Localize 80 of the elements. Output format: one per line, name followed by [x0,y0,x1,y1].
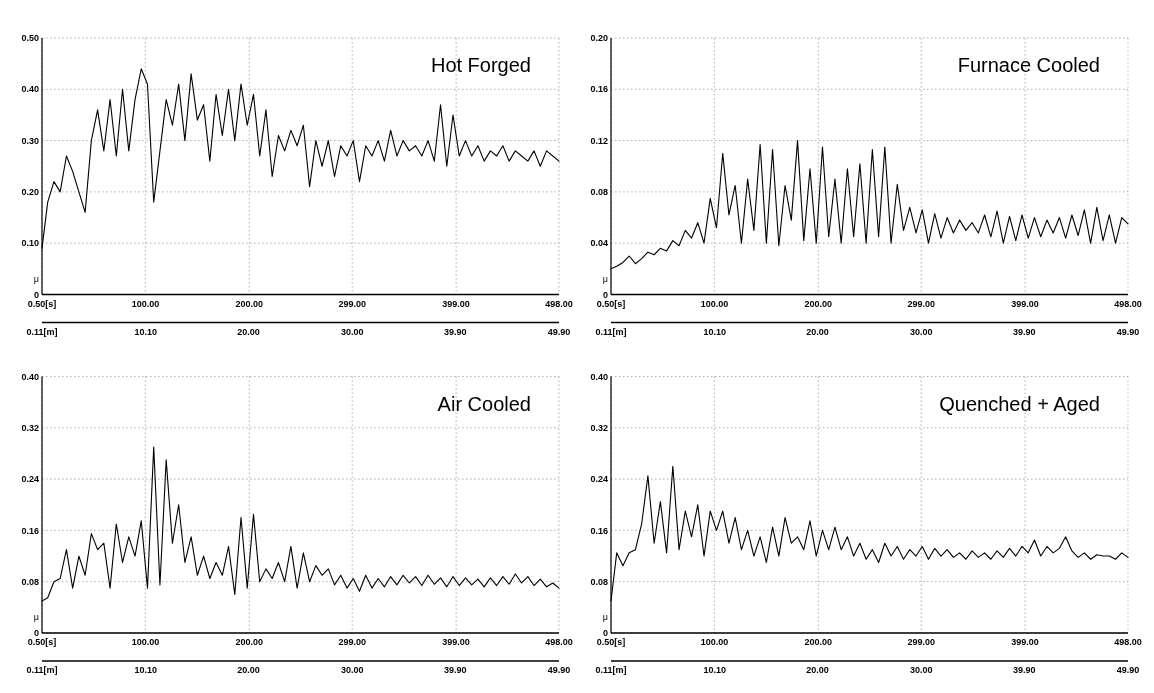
y-axis-title: μ [33,612,39,623]
x2-tick-label: 30.00 [910,326,933,337]
y-tick-label: 0.20 [21,187,39,198]
y-tick-label: 0.04 [590,238,608,249]
y-tick-label: 0.40 [590,371,608,382]
x-tick-label: 100.00 [700,298,729,309]
y-tick-label: 0.24 [590,474,608,485]
y-tick-label: 0.50 [21,33,39,44]
x-tick-label: 0.50[s] [27,298,57,309]
x2-tick-label: 49.90 [547,326,571,337]
y-tick-label: 0 [33,289,39,300]
x2-tick-label: 49.90 [1116,665,1140,675]
y-tick-label: 0.24 [21,474,39,485]
y-tick-label: 0.20 [590,33,608,44]
x2-tick-label: 39.90 [443,326,467,337]
text: Furnace Cooled [957,54,1100,76]
x-tick-label: 0.50[s] [27,637,57,647]
x-tick-label: 200.00 [235,298,264,309]
x2-tick-label: 49.90 [1116,326,1140,337]
x-tick-label: 299.00 [338,637,366,647]
x-tick-label: 498.00 [1114,298,1142,309]
x2-tick-label: 30.00 [341,326,364,337]
x2-tick-label: 20.00 [237,665,260,675]
y-tick-label: 0.32 [21,422,39,433]
y-tick-label: 0 [602,628,608,639]
x2-tick-label: 49.90 [547,665,571,675]
x-tick-label: 200.00 [235,637,264,647]
x2-tick-label: 0.11[m] [26,326,58,337]
y-axis-title: μ [602,612,608,623]
x-tick-label: 0.50[s] [596,637,626,647]
x-tick-label: 299.00 [907,637,935,647]
x2-tick-label: 0.11[m] [26,665,58,675]
x2-tick-label: 30.00 [910,665,933,675]
x-tick-label: 299.00 [338,298,366,309]
x2-tick-label: 20.00 [806,326,829,337]
y-tick-label: 0.12 [590,135,608,146]
x-tick-label: 399.00 [1011,637,1039,647]
y-tick-label: 0.30 [21,135,39,146]
x2-tick-label: 39.90 [443,665,467,675]
y-axis-title: μ [602,273,608,284]
x-tick-label: 498.00 [545,637,573,647]
x2-tick-label: 39.90 [1012,665,1036,675]
y-tick-label: 0.40 [21,84,39,95]
text: Hot Forged [430,54,531,76]
y-axis-title: μ [33,273,39,284]
x2-tick-label: 10.10 [134,326,157,337]
x-tick-label: 100.00 [131,298,160,309]
x-tick-label: 399.00 [1011,298,1039,309]
y-tick-label: 0.08 [590,576,608,587]
x-tick-label: 399.00 [442,298,470,309]
y-tick-label: 0.40 [21,371,39,382]
y-tick-label: 0.16 [21,525,39,536]
x2-tick-label: 0.11[m] [595,326,627,337]
x-tick-label: 100.00 [700,637,729,647]
x-tick-label: 299.00 [907,298,935,309]
x2-tick-label: 20.00 [237,326,260,337]
x-tick-label: 100.00 [131,637,160,647]
x2-tick-label: 39.90 [1012,326,1036,337]
y-tick-label: 0.16 [590,84,608,95]
x-tick-label: 399.00 [442,637,470,647]
x2-tick-label: 20.00 [806,665,829,675]
y-tick-label: 0.08 [590,187,608,198]
x2-tick-label: 10.10 [703,665,726,675]
x-tick-label: 0.50[s] [596,298,626,309]
x2-tick-label: 10.10 [134,665,157,675]
y-tick-label: 0 [602,289,608,300]
y-tick-label: 0.16 [590,525,608,536]
y-tick-label: 0.08 [21,576,39,587]
text: Air Cooled [437,392,531,415]
text: Quenched + Aged [939,392,1100,415]
x-tick-label: 200.00 [804,298,833,309]
x2-tick-label: 10.10 [703,326,726,337]
x2-tick-label: 30.00 [341,665,364,675]
x2-tick-label: 0.11[m] [595,665,627,675]
y-tick-label: 0 [33,628,39,639]
x-tick-label: 498.00 [1114,637,1142,647]
y-tick-label: 0.32 [590,422,608,433]
x-tick-label: 498.00 [545,298,573,309]
y-tick-label: 0.10 [21,238,39,249]
x-tick-label: 200.00 [804,637,833,647]
